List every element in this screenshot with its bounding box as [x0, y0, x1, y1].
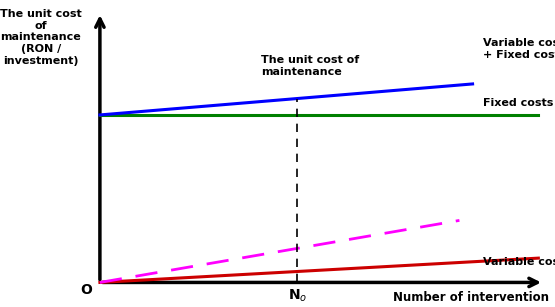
Text: Number of intervention: Number of intervention: [393, 291, 549, 304]
Text: O: O: [80, 283, 92, 297]
Text: The unit cost
of
maintenance
(RON /
investment): The unit cost of maintenance (RON / inve…: [0, 9, 82, 66]
Text: Fixed costs / unit: Fixed costs / unit: [483, 98, 555, 108]
Text: N$_o$: N$_o$: [287, 288, 307, 304]
Text: Variable costs: Variable costs: [483, 257, 555, 267]
Text: The unit cost of
maintenance: The unit cost of maintenance: [261, 55, 359, 77]
Text: Variable costs
+ Fixed costs: Variable costs + Fixed costs: [483, 38, 555, 60]
